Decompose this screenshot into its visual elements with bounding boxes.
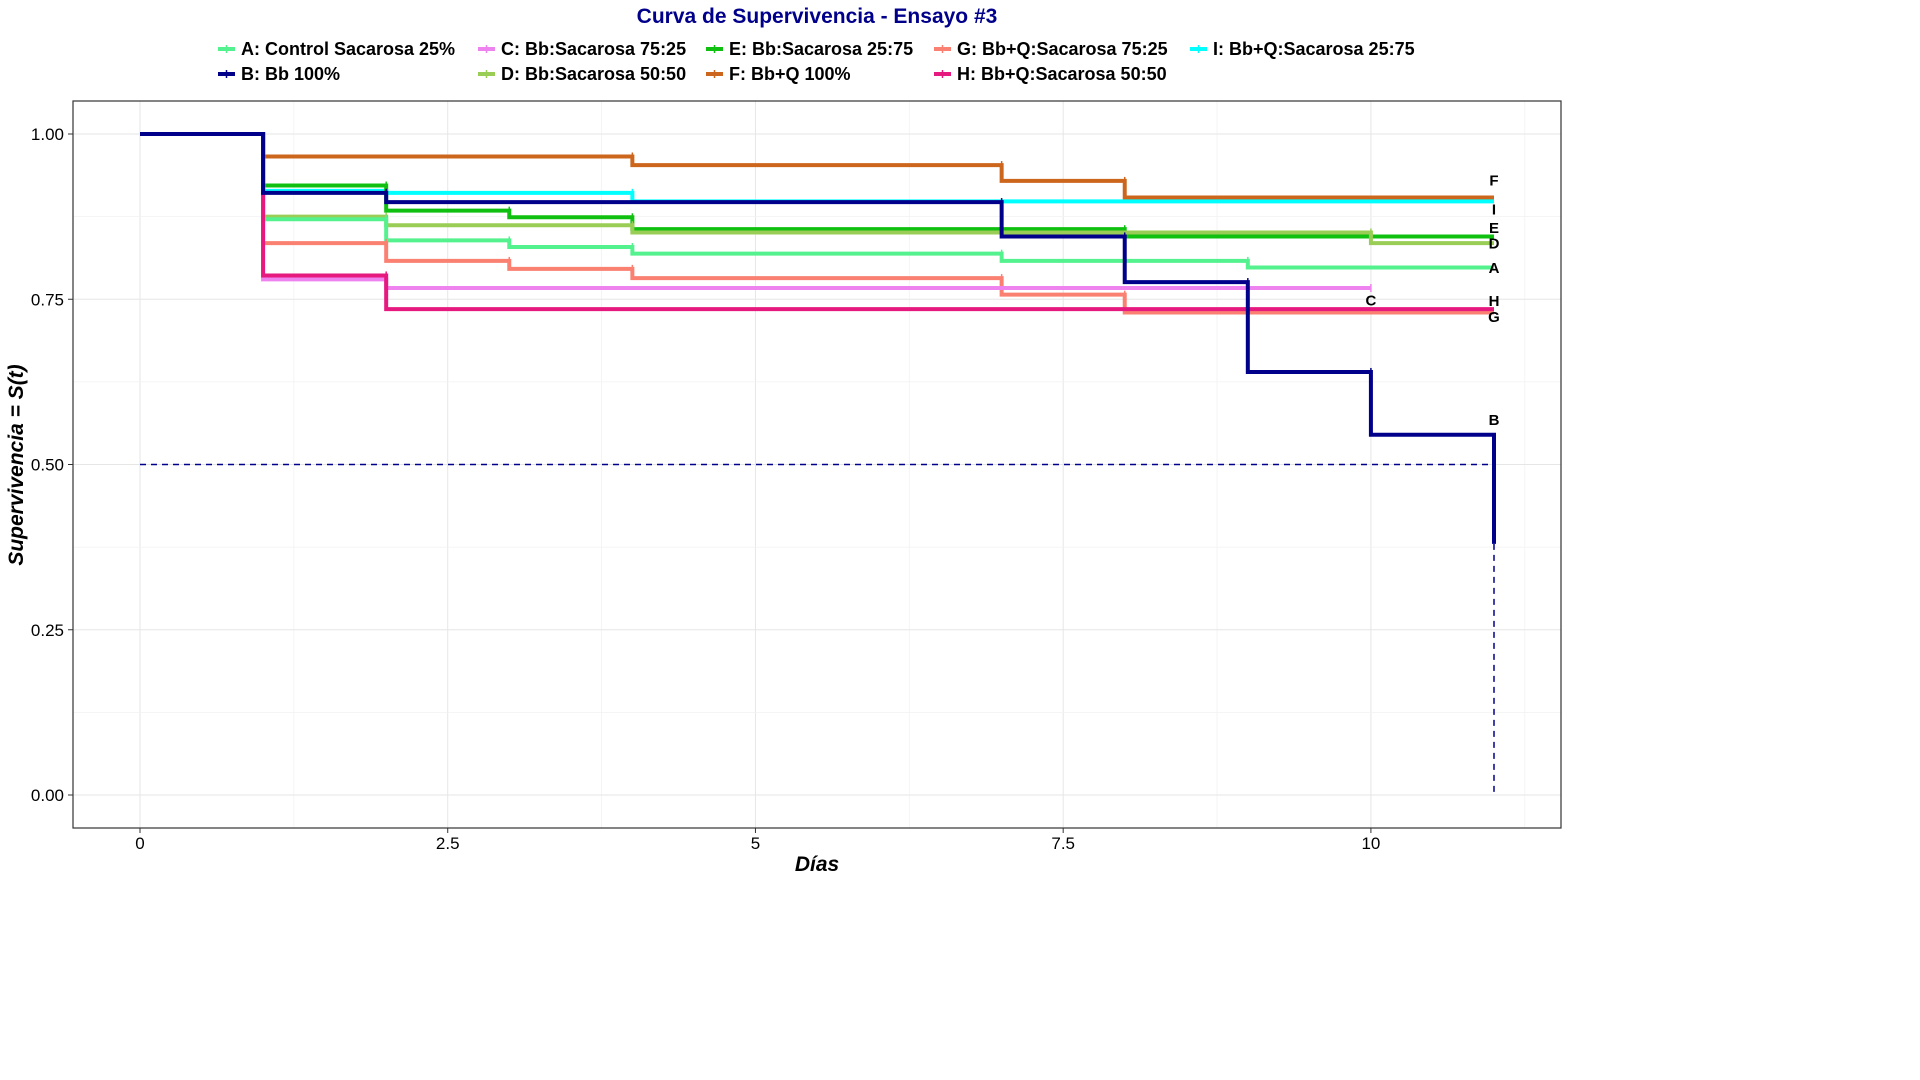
x-axis-title: Días [795, 853, 839, 876]
legend-item-c: C: Bb:Sacarosa 75:25 [478, 39, 686, 59]
end-label-c: C [1365, 293, 1376, 310]
legend-item-b: B: Bb 100% [218, 64, 340, 84]
y-tick-label: 0.75 [31, 290, 64, 309]
x-tick-label: 0 [135, 834, 144, 853]
series-line-d [140, 132, 1494, 246]
series-group [140, 132, 1496, 544]
y-tick-label: 1.00 [31, 125, 64, 144]
x-tick-label: 5 [751, 834, 760, 853]
legend: A: Control Sacarosa 25% B: Bb 100% C: Bb:S… [218, 39, 1415, 84]
legend-item-f: F: Bb+Q 100% [706, 64, 851, 84]
legend-item-h: H: Bb+Q:Sacarosa 50:50 [934, 64, 1167, 84]
legend-label-b: B: Bb 100% [241, 64, 340, 84]
end-label-g: G [1488, 309, 1500, 326]
legend-label-a: A: Control Sacarosa 25% [241, 39, 455, 59]
x-tick-label: 2.5 [436, 834, 460, 853]
y-tick-label: 0.50 [31, 456, 64, 475]
end-label-b: B [1489, 412, 1500, 429]
end-label-f: F [1489, 172, 1498, 189]
end-label-a: A [1489, 260, 1500, 277]
end-label-e: E [1489, 220, 1499, 237]
series-line-h [140, 132, 1494, 312]
end-label-d: D [1489, 236, 1500, 253]
x-tick-label: 7.5 [1051, 834, 1075, 853]
survival-chart: Curva de Supervivencia - Ensayo #3 A: Co… [5, 5, 1562, 876]
end-label-h: H [1489, 293, 1500, 310]
legend-label-f: F: Bb+Q 100% [729, 64, 851, 84]
end-label-i: I [1492, 201, 1496, 218]
x-axis: 0 2.5 5 7.5 10 [135, 828, 1380, 853]
series-line-a [140, 132, 1494, 270]
median-line [140, 463, 1495, 795]
y-axis-title: Supervivencia = S(t) [5, 364, 28, 565]
legend-item-e: E: Bb:Sacarosa 25:75 [706, 39, 913, 59]
y-tick-label: 0.00 [31, 786, 64, 805]
grid [73, 101, 1561, 828]
x-tick-label: 10 [1361, 834, 1380, 853]
y-axis: 0.00 0.25 0.50 0.75 1.00 [31, 125, 73, 805]
legend-label-e: E: Bb:Sacarosa 25:75 [729, 39, 913, 59]
legend-label-c: C: Bb:Sacarosa 75:25 [501, 39, 686, 59]
chart-title: Curva de Supervivencia - Ensayo #3 [637, 5, 998, 28]
y-tick-label: 0.25 [31, 621, 64, 640]
legend-item-d: D: Bb:Sacarosa 50:50 [478, 64, 686, 84]
legend-item-g: G: Bb+Q:Sacarosa 75:25 [934, 39, 1168, 59]
legend-label-d: D: Bb:Sacarosa 50:50 [501, 64, 686, 84]
end-labels: A B C DE F GH I [1365, 172, 1499, 429]
series-line-f [140, 132, 1494, 200]
legend-label-i: I: Bb+Q:Sacarosa 25:75 [1213, 39, 1415, 59]
legend-label-h: H: Bb+Q:Sacarosa 50:50 [957, 64, 1167, 84]
legend-label-g: G: Bb+Q:Sacarosa 75:25 [957, 39, 1168, 59]
legend-item-i: I: Bb+Q:Sacarosa 25:75 [1190, 39, 1415, 59]
series-line-g [140, 132, 1494, 315]
legend-item-a: A: Control Sacarosa 25% [218, 39, 455, 59]
